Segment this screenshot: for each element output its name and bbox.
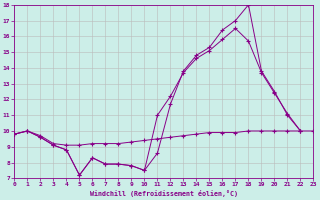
- X-axis label: Windchill (Refroidissement éolien,°C): Windchill (Refroidissement éolien,°C): [90, 190, 238, 197]
